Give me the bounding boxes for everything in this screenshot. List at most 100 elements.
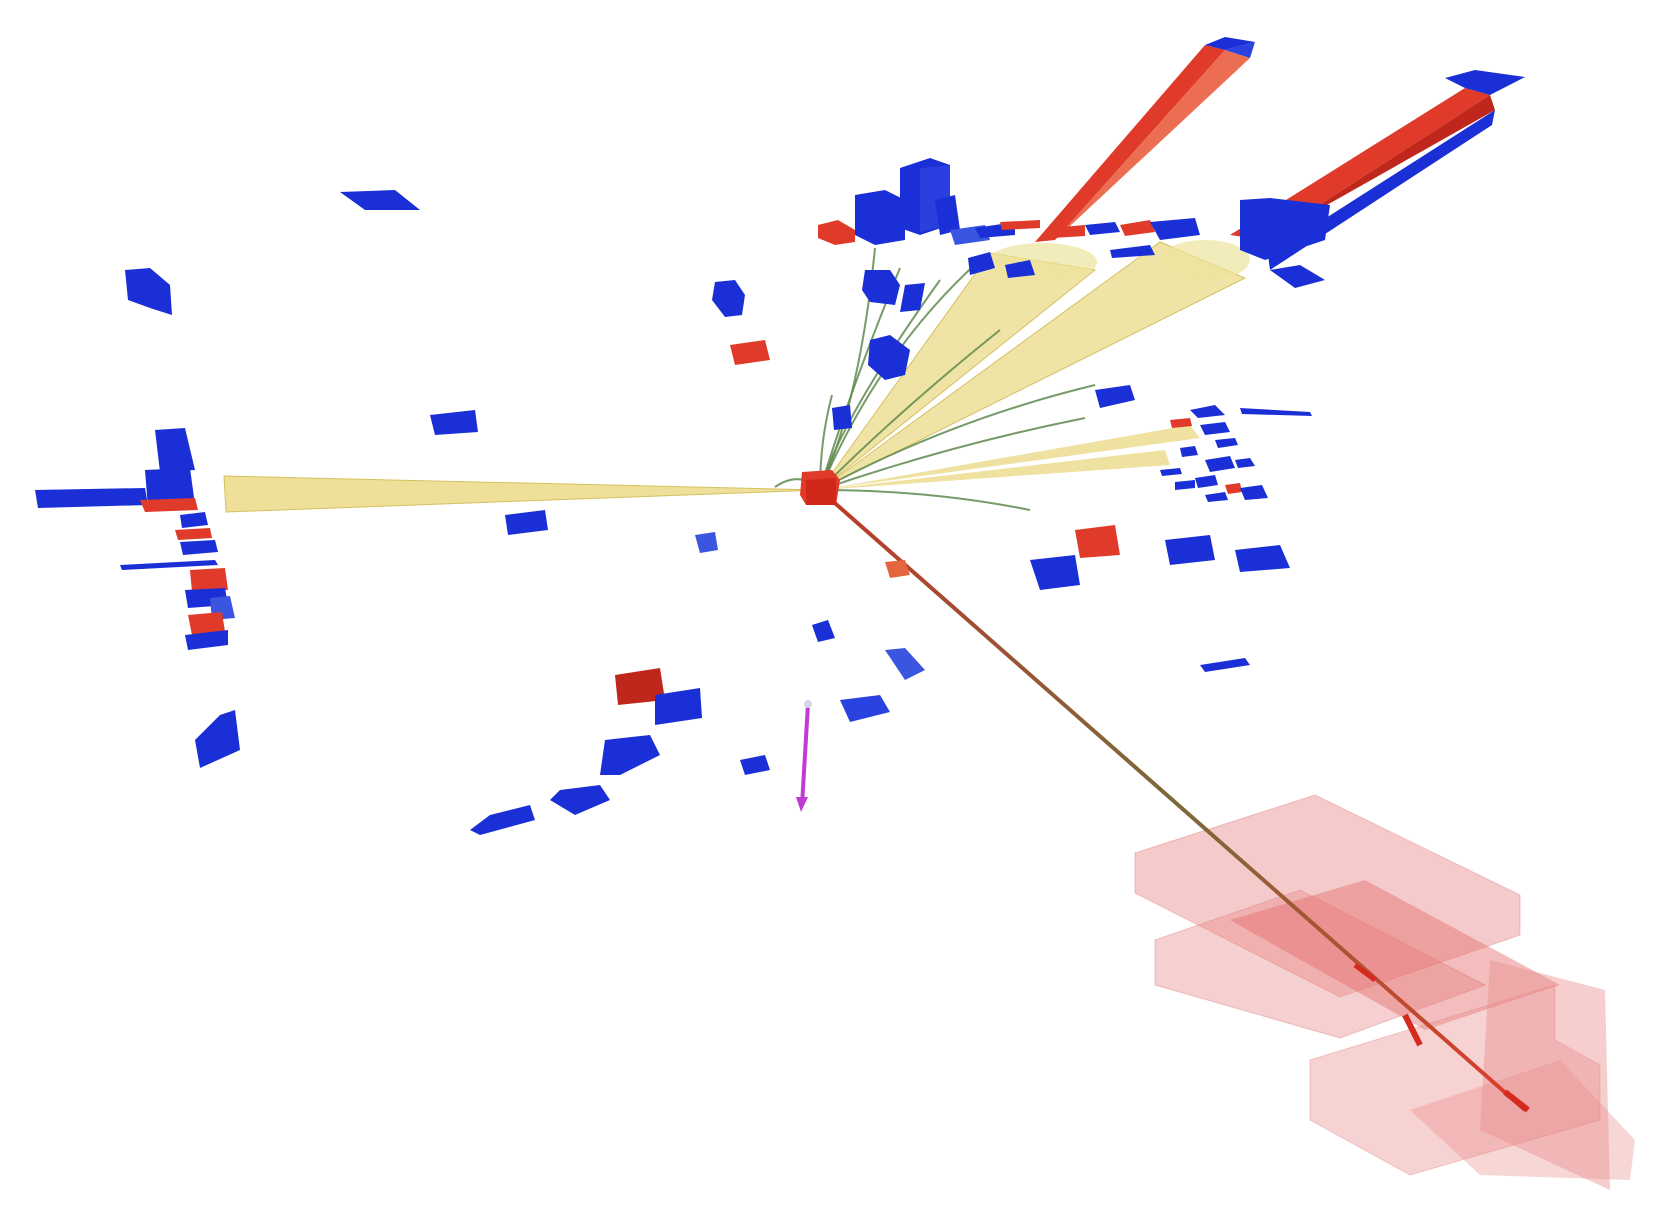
calorimeter-tower [188,612,225,635]
calorimeter-tower [1240,408,1312,416]
calorimeter-tower [1205,456,1235,472]
calorimeter-tower [1445,70,1525,95]
muon-chamber [1309,984,1601,1176]
calorimeter-tower [1190,405,1225,418]
calorimeter-tower [885,560,910,578]
charged-track [819,417,1086,491]
calorimeter-tower [968,252,995,275]
calorimeter-tower [340,190,420,210]
muon-chamber [1134,794,1521,998]
calorimeter-tower [140,498,198,512]
muon-track-segment [1503,1089,1530,1113]
charged-track [819,489,1031,511]
calorimeter-tower [818,220,855,245]
calorimeter-tower [1270,265,1325,288]
calorimeter-tower [935,195,960,235]
calorimeter-tower [145,468,195,508]
calorimeter-tower [655,688,702,725]
calorimeter-tower [600,735,660,775]
calorimeter-tower [1120,220,1155,236]
calorimeter-tower [862,270,900,305]
calorimeter-tower [1240,485,1268,500]
calorimeter-tower [1000,220,1040,230]
calorimeter-tower [868,335,910,380]
calorimeter-tower [1150,218,1200,240]
jet-cone [820,450,1170,490]
calorimeter-tower [812,620,835,642]
calorimeter-tower [1225,42,1255,58]
muon-chamber [1410,1060,1635,1180]
muon-chamber [1230,880,1560,1030]
muon-track [818,488,1527,1112]
calorimeter-tower [1165,535,1215,565]
calorimeter-tower [1200,658,1250,672]
calorimeter-tower [1110,245,1155,258]
calorimeter-tower [1030,555,1080,590]
calorimeter-tower [1175,480,1195,490]
calorimeter-tower [900,283,925,312]
jet-cone-cap [1160,240,1250,280]
calorimeter-tower [840,695,890,722]
calorimeter-tower [695,532,718,553]
muon-track-segment [1353,963,1377,982]
calorimeter-tower [712,280,745,317]
calorimeter-tower [1215,438,1238,448]
calorimeter-tower [470,805,535,835]
calorimeter-tower [615,668,665,705]
muon-chamber [1480,960,1610,1190]
calorimeter-tower [125,268,172,315]
calorimeter-tower [1095,385,1135,408]
calorimeter-tower [1180,446,1198,457]
calorimeter-tower [120,560,218,570]
calorimeter-tower [1235,545,1290,572]
jet-cones [223,240,1250,513]
calorimeter-tower [1160,468,1182,476]
calorimeter-tower [175,528,212,540]
calorimeter-tower [185,630,228,650]
calorimeter-tower [1205,492,1228,502]
calorimeter-tower [1085,222,1120,235]
muon-track-segment [1402,1013,1423,1047]
tower-cluster-top [712,158,1330,430]
primary-vertex [800,470,840,505]
calorimeter-tower [195,710,240,768]
calorimeter-tower [190,568,228,592]
calorimeter-tower [1200,422,1230,435]
calorimeter-tower [832,405,852,430]
calorimeter-tower [885,648,925,680]
calorimeter-tower [180,540,218,555]
calorimeter-tower [730,340,770,365]
calorimeter-tower [1035,45,1225,242]
calorimeter-tower [1225,483,1242,494]
muon-chambers [1134,794,1635,1190]
calorimeter-tower [550,785,610,815]
calorimeter-tower [180,512,208,528]
calorimeter-tower [1195,475,1218,488]
jet-cone [223,475,821,513]
calorimeter-tower [1055,50,1250,240]
calorimeter-tower [740,755,770,775]
calorimeter-tower [1075,525,1120,558]
left-endcap-towers [35,428,235,650]
calorimeter-tower [855,190,905,245]
right-endcap-towers [1160,405,1312,502]
charged-track [819,384,1096,491]
jet-cone-cap [987,243,1097,281]
missing-energy-arrow [796,700,812,812]
calorimeter-tower [1205,37,1255,50]
calorimeter-tower [1050,225,1085,238]
calorimeter-tower [155,428,195,472]
calorimeter-tower [1240,198,1330,260]
calorimeter-tower [1235,458,1255,468]
charged-track [819,329,1001,491]
calorimeter-tower [430,410,478,435]
calorimeter-tower [1170,418,1192,428]
calorimeter-tower [35,488,148,508]
jet-cone [820,425,1200,490]
calorimeter-tower [505,510,548,535]
calorimeter-tower [1265,95,1495,240]
calorimeter-tower [1005,260,1035,278]
muon-track-group [818,488,1530,1113]
tower-cluster-scattered [125,190,1290,835]
